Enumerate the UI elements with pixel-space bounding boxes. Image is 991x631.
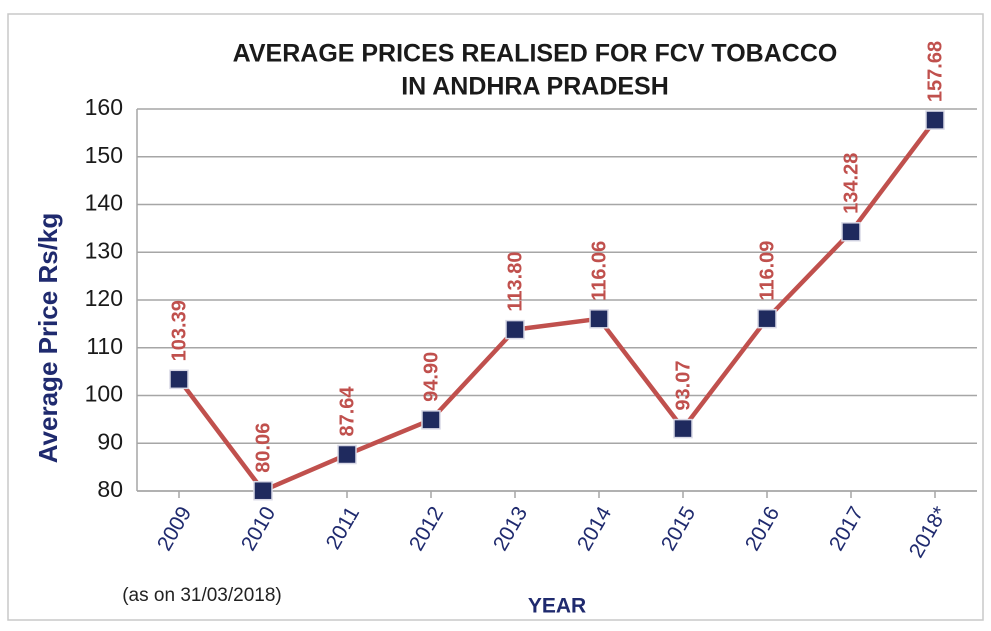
data-label: 80.06 xyxy=(252,423,274,473)
data-label: 116.09 xyxy=(756,241,778,301)
data-label: 87.64 xyxy=(336,386,358,437)
marker xyxy=(253,480,273,501)
marker xyxy=(169,369,189,390)
y-tick-label: 80 xyxy=(97,476,123,502)
y-tick-label: 150 xyxy=(85,142,123,168)
y-tick-label: 140 xyxy=(85,190,123,216)
x-axis-label: YEAR xyxy=(528,595,586,618)
y-tick-label: 90 xyxy=(97,428,123,454)
data-label: 157.68 xyxy=(924,41,946,102)
chart-frame xyxy=(7,13,984,621)
marker xyxy=(421,410,441,430)
marker xyxy=(589,309,609,329)
data-label: 113.80 xyxy=(504,252,526,312)
chart-title: IN ANDHRA PRADESH xyxy=(401,73,669,101)
data-label: 93.07 xyxy=(672,361,694,411)
y-tick-label: 130 xyxy=(85,237,123,263)
data-label: 134.28 xyxy=(840,153,862,214)
y-tick-label: 120 xyxy=(85,285,123,311)
marker xyxy=(505,319,525,340)
data-label: 103.39 xyxy=(168,300,190,361)
y-tick-label: 110 xyxy=(86,333,123,359)
note: (as on 31/03/2018) xyxy=(122,585,282,606)
data-label: 94.90 xyxy=(420,352,442,402)
marker xyxy=(757,308,777,329)
y-axis-label: Average Price Rs/kg xyxy=(33,213,63,464)
marker xyxy=(337,444,357,465)
marker xyxy=(673,418,693,439)
marker xyxy=(841,222,861,242)
y-tick-label: 160 xyxy=(85,94,123,120)
line xyxy=(177,118,937,493)
chart-title: AVERAGE PRICES REALISED FOR FCV TOBACCO xyxy=(233,40,838,68)
y-tick-label: 100 xyxy=(85,381,123,407)
data-label: 116.06 xyxy=(588,241,610,301)
marker xyxy=(925,110,945,130)
